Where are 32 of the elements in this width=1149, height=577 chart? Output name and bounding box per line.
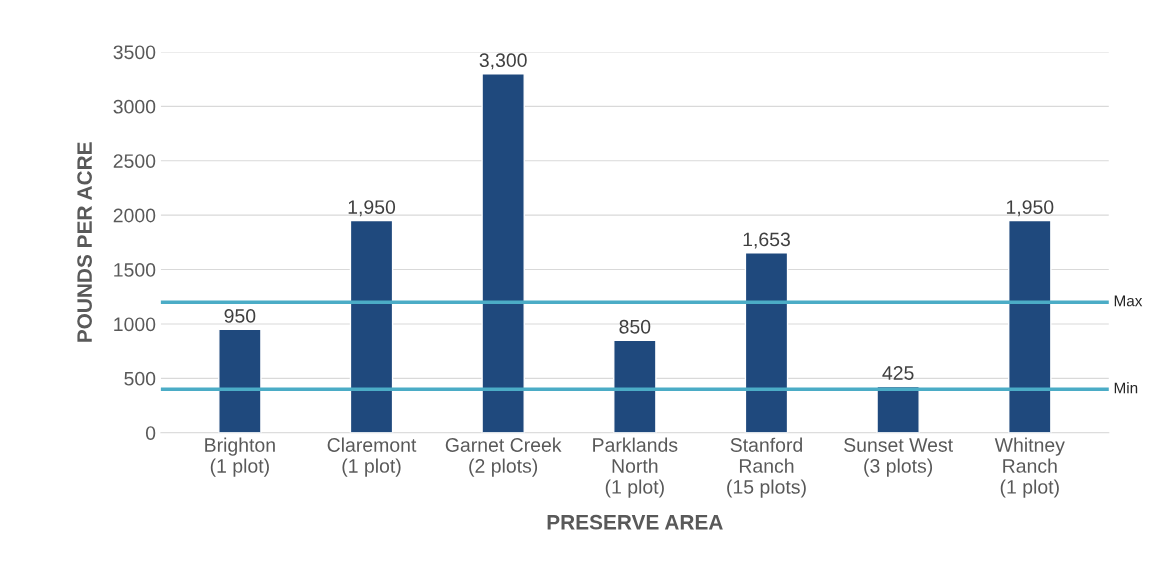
data-label: 950 <box>224 308 256 323</box>
x-axis-title: PRESERVE AREA <box>547 514 723 530</box>
x-tick-label: Stanford Ranch (15 plots) <box>727 437 806 498</box>
data-label: 1,950 <box>348 200 396 217</box>
y-tick-label: 500 <box>124 371 156 386</box>
y-tick-label: 1500 <box>114 263 156 277</box>
x-tick-label: Whitney Ranch (1 plot) <box>994 437 1065 498</box>
y-tick-label: 3000 <box>113 99 156 114</box>
bar <box>1008 219 1052 433</box>
bar <box>613 339 657 433</box>
y-tick-label: 2000 <box>113 208 156 223</box>
bar <box>349 219 394 433</box>
data-label: 1,950 <box>1006 200 1054 217</box>
bar <box>218 328 262 433</box>
y-axis-title: POUNDS PER ACRE <box>77 142 92 342</box>
x-tick-label: Brighton (1 plot) <box>205 437 275 477</box>
data-label: 425 <box>882 366 914 380</box>
bar <box>481 72 525 433</box>
data-label: 1,653 <box>743 232 790 249</box>
x-tick-label: Garnet Creek (2 plots) <box>445 437 562 477</box>
ref-line-label: Min <box>1114 382 1138 394</box>
x-tick-label: Claremont (1 plot) <box>327 437 417 477</box>
ref-line-label: Max <box>1114 295 1143 307</box>
y-tick-label: 3500 <box>113 45 156 60</box>
y-tick-label: 2500 <box>113 154 156 168</box>
data-label: 3,300 <box>479 53 527 70</box>
x-tick-label: Parklands North (1 plot) <box>593 437 678 498</box>
data-label: 850 <box>619 319 651 334</box>
y-tick-label: 1000 <box>114 317 156 332</box>
y-tick-label: 0 <box>145 426 156 440</box>
bar <box>744 252 789 433</box>
x-tick-label: Sunset West (3 plots) <box>844 438 953 477</box>
